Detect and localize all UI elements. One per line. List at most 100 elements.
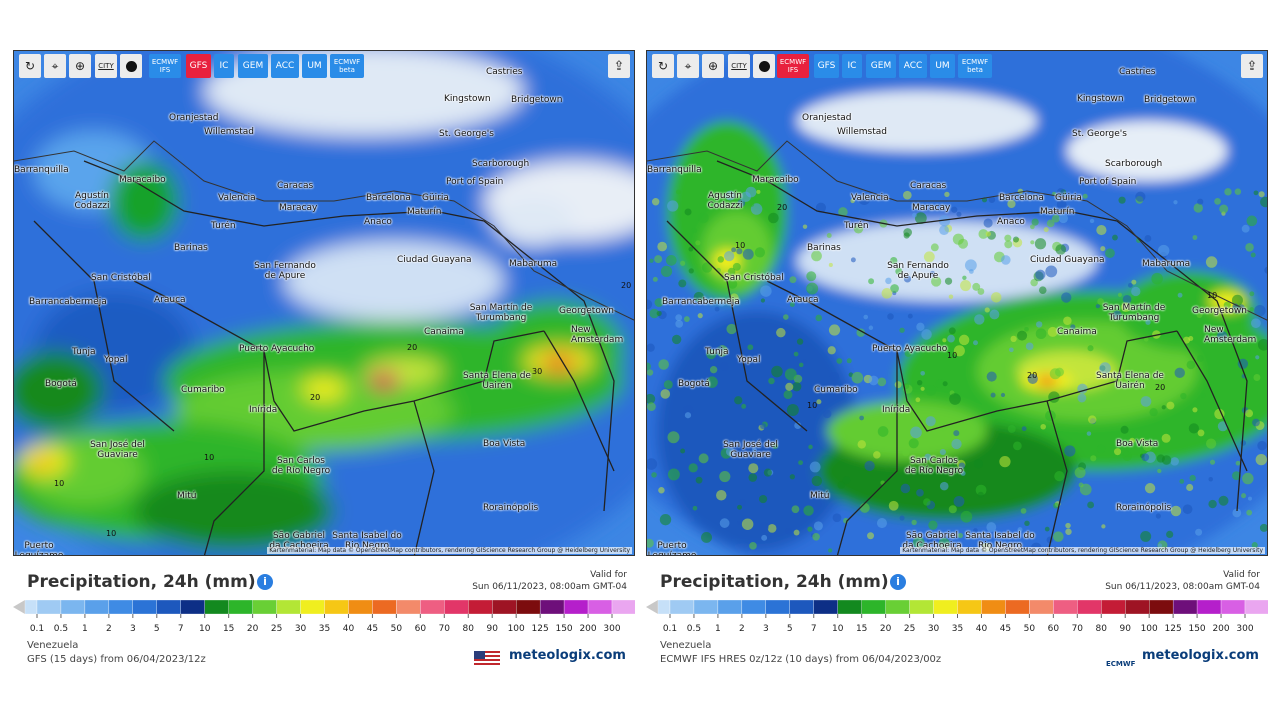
tool-icon[interactable]: ⊕	[69, 54, 91, 78]
model-button[interactable]: ACC	[899, 54, 927, 78]
city-label: Bridgetown	[1144, 95, 1196, 105]
city-label: Barcelona	[366, 193, 411, 203]
precip-cell	[823, 409, 832, 419]
model-button[interactable]: ECMWF beta	[958, 54, 992, 78]
precip-cell	[1245, 243, 1254, 252]
city-label: Barranquilla	[647, 165, 702, 175]
tool-icon[interactable]: ↻	[19, 54, 41, 78]
precip-cell	[1038, 286, 1047, 295]
precip-cell	[829, 371, 840, 382]
city-label: Mabaruma	[1142, 259, 1191, 269]
city-label: San Carlos de Río Negro	[271, 456, 331, 476]
precip-cell	[1245, 409, 1254, 418]
border	[666, 220, 808, 432]
city-toggle[interactable]: CITY	[95, 54, 117, 78]
precip-cell	[890, 256, 898, 265]
city-label: Inírida	[249, 405, 278, 415]
precip-cell	[1058, 213, 1069, 224]
city-label: San Carlos de Río Negro	[904, 456, 964, 476]
precip-cell	[714, 306, 720, 312]
precip-cell	[1035, 328, 1047, 340]
precip-cell	[1030, 278, 1038, 287]
city-label: Barinas	[807, 243, 841, 253]
model-button[interactable]: ECMWF IFS	[777, 54, 809, 78]
share-button[interactable]: ⇪	[1241, 54, 1263, 78]
precip-cell	[899, 515, 905, 521]
legend-title: Precipitation, 24h (mm)	[27, 572, 256, 592]
precip-cell	[938, 215, 951, 227]
precip-cell	[714, 345, 723, 354]
city-label: Port of Spain	[1079, 177, 1137, 187]
model-button[interactable]: GFS	[814, 54, 839, 78]
city-label: Arauca	[787, 295, 819, 305]
city-label: Boa Vista	[483, 439, 526, 449]
colorbar-cell	[516, 599, 541, 615]
marker-toggle[interactable]	[753, 54, 775, 78]
share-button[interactable]: ⇪	[608, 54, 630, 78]
precip-cell	[717, 299, 726, 307]
precip-cell	[988, 196, 996, 203]
precip-cell	[1078, 482, 1084, 488]
model-button[interactable]: ECMWF beta	[330, 54, 364, 78]
precip-cell	[1140, 396, 1152, 407]
precip-cell	[1170, 457, 1179, 466]
precip-cell	[1120, 425, 1129, 434]
precip-area	[377, 375, 391, 387]
tool-icon[interactable]: ↻	[652, 54, 674, 78]
city-label: Canaima	[1057, 327, 1097, 337]
model-button[interactable]: GEM	[238, 54, 268, 78]
colorbar-cell	[492, 599, 517, 615]
precip-cell	[1234, 188, 1242, 195]
city-toggle[interactable]: CITY	[728, 54, 750, 78]
precip-cell	[809, 461, 821, 473]
city-label: Willemstad	[204, 127, 254, 137]
colorbar-label: 1	[715, 624, 721, 634]
city-label: Barrancabermeja	[662, 297, 740, 307]
precip-cell	[758, 494, 768, 504]
colorbar-cell	[1005, 599, 1030, 615]
model-run: GFS (15 days) from 06/04/2023/12z	[27, 654, 206, 665]
model-button[interactable]: ACC	[271, 54, 299, 78]
precip-cell	[828, 548, 833, 553]
precip-cell	[1205, 438, 1217, 449]
precip-cell	[737, 504, 743, 510]
tool-icon[interactable]: ⌖	[677, 54, 699, 78]
contour-label: 20	[310, 393, 321, 402]
info-icon[interactable]: i	[257, 574, 273, 590]
city-label: Mitú	[810, 491, 830, 501]
precip-cell	[960, 470, 966, 476]
precip-cell	[706, 349, 717, 360]
precip-cell	[868, 375, 879, 386]
precip-cell	[1255, 355, 1260, 360]
model-button[interactable]: GFS	[186, 54, 211, 78]
precip-cell	[1264, 266, 1267, 274]
info-icon[interactable]: i	[890, 574, 906, 590]
model-button[interactable]: IC	[842, 54, 862, 78]
model-button[interactable]: IC	[214, 54, 234, 78]
precip-cell	[960, 510, 973, 523]
precip-cell	[671, 334, 682, 345]
precip-cell	[1251, 542, 1258, 549]
precip-cell	[789, 474, 795, 480]
model-button[interactable]: UM	[302, 54, 327, 78]
model-button[interactable]: GEM	[866, 54, 896, 78]
colorbar-label: 45	[1000, 624, 1011, 634]
precip-cell	[1161, 405, 1166, 410]
colorbar-cell	[300, 599, 325, 615]
precip-cell	[1145, 319, 1151, 325]
precip-cell	[759, 522, 769, 532]
colorbar-cell	[813, 599, 838, 615]
tool-icon[interactable]: ⊕	[702, 54, 724, 78]
tool-icon[interactable]: ⌖	[44, 54, 66, 78]
precip-cell	[888, 500, 899, 511]
borders	[666, 160, 1248, 555]
precip-cell	[1007, 199, 1016, 209]
precip-cell	[944, 191, 950, 198]
marker-toggle[interactable]	[120, 54, 142, 78]
precip-cell	[695, 240, 701, 246]
precip-cell	[984, 307, 990, 313]
city-label: Yopal	[737, 355, 761, 365]
model-button[interactable]: ECMWF IFS	[149, 54, 181, 78]
model-button[interactable]: UM	[930, 54, 955, 78]
precip-cell	[786, 404, 799, 417]
